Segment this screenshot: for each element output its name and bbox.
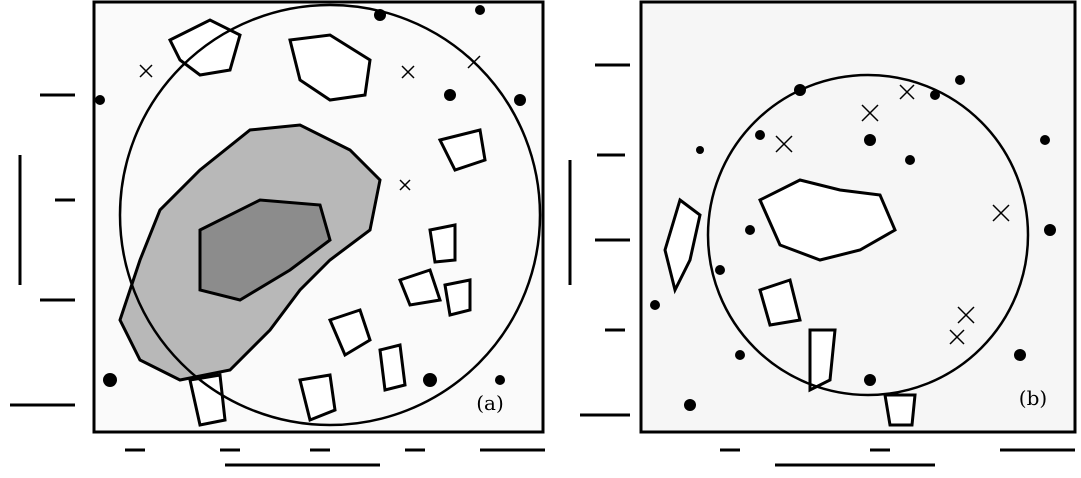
axes-frame (92, 0, 545, 434)
map-shape (861, 104, 879, 122)
map-shape (1014, 349, 1026, 361)
map-shape (103, 373, 117, 387)
axes-frame (639, 0, 1077, 434)
map-shape (663, 197, 702, 295)
map-shape (401, 65, 415, 79)
map-shape (139, 64, 153, 78)
panel-label: (a) (476, 391, 504, 415)
map-shape (758, 278, 802, 327)
map-shape (899, 84, 915, 100)
contour-map (650, 75, 1056, 427)
aperture-circle (118, 3, 542, 427)
map-shape (775, 135, 793, 153)
map-shape (930, 90, 940, 100)
map-shape (378, 343, 407, 392)
map-shape (327, 308, 372, 358)
map-shape (95, 95, 105, 105)
map-shape (905, 155, 915, 165)
map-shape (198, 198, 332, 302)
map-shape (1044, 224, 1056, 236)
map-shape (467, 55, 481, 69)
map-shape (715, 265, 725, 275)
map-shape (808, 328, 837, 393)
map-shape (514, 94, 526, 106)
map-shape (288, 33, 372, 102)
map-shape (444, 89, 456, 101)
contour-map (95, 5, 526, 427)
source-markers (139, 55, 481, 191)
map-shape (188, 373, 227, 427)
axis-ticks (10, 93, 545, 467)
panel-a: (a) (10, 0, 545, 467)
map-shape (735, 350, 745, 360)
map-shape (437, 128, 487, 172)
map-shape (755, 130, 765, 140)
map-shape (992, 204, 1010, 222)
map-shape (298, 373, 337, 423)
map-shape (864, 374, 876, 386)
map-shape (696, 146, 704, 154)
map-shape (955, 75, 965, 85)
axis-ticks (568, 63, 1075, 467)
map-shape (428, 223, 457, 264)
map-shape (949, 329, 965, 345)
aperture-circle (706, 73, 1030, 397)
map-shape (475, 5, 485, 15)
map-shape (864, 134, 876, 146)
map-shape (758, 178, 897, 262)
map-shape (684, 399, 696, 411)
map-shape (399, 179, 411, 191)
map-shape (957, 306, 975, 324)
map-shape (883, 393, 917, 427)
map-shape (443, 278, 472, 317)
panel-b: (b) (568, 0, 1077, 467)
map-shape (495, 375, 505, 385)
map-shape (650, 300, 660, 310)
source-markers (775, 84, 1010, 345)
map-shape (423, 373, 437, 387)
map-shape (398, 268, 442, 307)
map-shape (1040, 135, 1050, 145)
panel-label: (b) (1019, 386, 1047, 410)
map-shape (745, 225, 755, 235)
